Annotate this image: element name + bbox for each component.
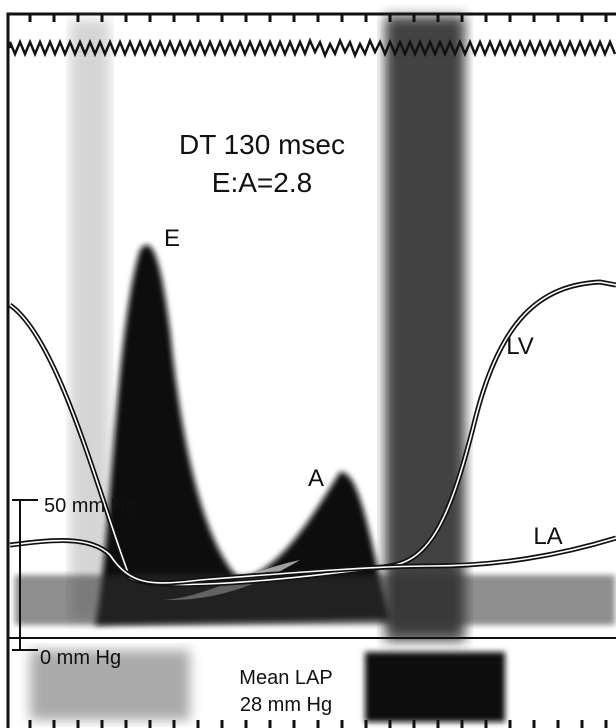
la-label: LA (533, 523, 562, 550)
baseline-band (15, 575, 615, 625)
time-ticks (28, 14, 608, 728)
e-a-waves (95, 244, 390, 625)
scale-bar (12, 499, 38, 651)
scale-bottom-label: 0 mm Hg (40, 647, 121, 669)
ea-label: E:A=2.8 (212, 167, 312, 198)
pressure-curves (8, 279, 616, 587)
wave-gap (160, 560, 300, 600)
ecg-line (8, 37, 616, 59)
ecg-trace (8, 37, 616, 59)
lv-label: LV (506, 333, 534, 360)
lower-blob (365, 652, 505, 722)
la-curve-inner (9, 537, 616, 584)
scale-top-label: 50 mm Hg (44, 495, 136, 517)
footer-line2: 28 mm Hg (240, 694, 332, 716)
e-label: E (164, 225, 180, 252)
a-label: A (308, 465, 324, 492)
footer-line1: Mean LAP (239, 667, 332, 689)
faint-band (70, 20, 110, 620)
dark-band (385, 16, 465, 641)
lower-faint (30, 650, 190, 720)
doppler-signal (15, 16, 615, 722)
dt-label: DT 130 msec (179, 129, 345, 160)
